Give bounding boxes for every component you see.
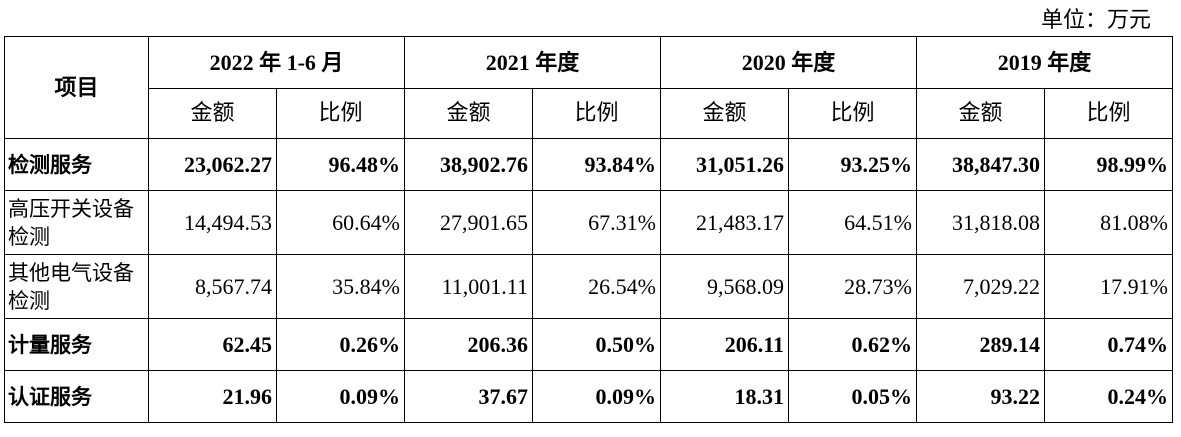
row-label: 认证服务 (4, 370, 149, 423)
revenue-table: 项目 2022 年 1-6 月 2021 年度 2020 年度 2019 年度 … (4, 36, 1173, 423)
amount-cell: 27,901.65 (404, 190, 533, 255)
amount-cell: 18.31 (660, 370, 789, 423)
row-label: 其他电气设备检测 (4, 254, 149, 319)
amount-cell: 9,568.09 (660, 254, 789, 319)
amount-cell: 38,847.30 (916, 138, 1045, 191)
item-header: 项目 (4, 36, 149, 139)
ratio-cell: 0.50% (532, 318, 661, 371)
period-header: 2019 年度 (916, 36, 1173, 89)
table-row: 检测服务 23,062.27 96.48% 38,902.76 93.84% 3… (4, 138, 1173, 191)
ratio-cell: 67.31% (532, 190, 661, 255)
amount-cell: 93.22 (916, 370, 1045, 423)
ratio-cell: 0.05% (788, 370, 917, 423)
amount-cell: 14,494.53 (148, 190, 277, 255)
table-row: 计量服务 62.45 0.26% 206.36 0.50% 206.11 0.6… (4, 318, 1173, 371)
amount-header: 金额 (404, 88, 533, 139)
row-label: 计量服务 (4, 318, 149, 371)
ratio-cell: 93.84% (532, 138, 661, 191)
ratio-cell: 60.64% (276, 190, 405, 255)
ratio-cell: 81.08% (1044, 190, 1173, 255)
ratio-header: 比例 (532, 88, 661, 139)
ratio-cell: 0.26% (276, 318, 405, 371)
ratio-cell: 96.48% (276, 138, 405, 191)
amount-cell: 7,029.22 (916, 254, 1045, 319)
period-header: 2022 年 1-6 月 (148, 36, 405, 89)
amount-cell: 31,051.26 (660, 138, 789, 191)
table-row: 其他电气设备检测 8,567.74 35.84% 11,001.11 26.54… (4, 254, 1173, 319)
amount-cell: 37.67 (404, 370, 533, 423)
ratio-cell: 0.62% (788, 318, 917, 371)
table-row: 高压开关设备检测 14,494.53 60.64% 27,901.65 67.3… (4, 190, 1173, 255)
ratio-cell: 0.24% (1044, 370, 1173, 423)
ratio-cell: 17.91% (1044, 254, 1173, 319)
amount-cell: 23,062.27 (148, 138, 277, 191)
amount-header: 金额 (148, 88, 277, 139)
amount-cell: 31,818.08 (916, 190, 1045, 255)
ratio-cell: 93.25% (788, 138, 917, 191)
unit-label: 单位：万元 (1040, 8, 1151, 33)
ratio-cell: 0.09% (532, 370, 661, 423)
amount-header: 金额 (660, 88, 789, 139)
ratio-cell: 0.74% (1044, 318, 1173, 371)
amount-cell: 21,483.17 (660, 190, 789, 255)
amount-cell: 38,902.76 (404, 138, 533, 191)
ratio-cell: 28.73% (788, 254, 917, 319)
amount-header: 金额 (916, 88, 1045, 139)
table-row: 认证服务 21.96 0.09% 37.67 0.09% 18.31 0.05%… (4, 370, 1173, 423)
ratio-header: 比例 (276, 88, 405, 139)
period-header: 2021 年度 (404, 36, 661, 89)
ratio-cell: 64.51% (788, 190, 917, 255)
period-header: 2020 年度 (660, 36, 917, 89)
ratio-cell: 98.99% (1044, 138, 1173, 191)
amount-cell: 8,567.74 (148, 254, 277, 319)
amount-cell: 21.96 (148, 370, 277, 423)
row-label: 高压开关设备检测 (4, 190, 149, 255)
ratio-header: 比例 (788, 88, 917, 139)
ratio-cell: 35.84% (276, 254, 405, 319)
ratio-cell: 0.09% (276, 370, 405, 423)
amount-cell: 11,001.11 (404, 254, 533, 319)
amount-cell: 62.45 (148, 318, 277, 371)
ratio-cell: 26.54% (532, 254, 661, 319)
row-label: 检测服务 (4, 138, 149, 191)
amount-cell: 206.36 (404, 318, 533, 371)
ratio-header: 比例 (1044, 88, 1173, 139)
amount-cell: 206.11 (660, 318, 789, 371)
amount-cell: 289.14 (916, 318, 1045, 371)
